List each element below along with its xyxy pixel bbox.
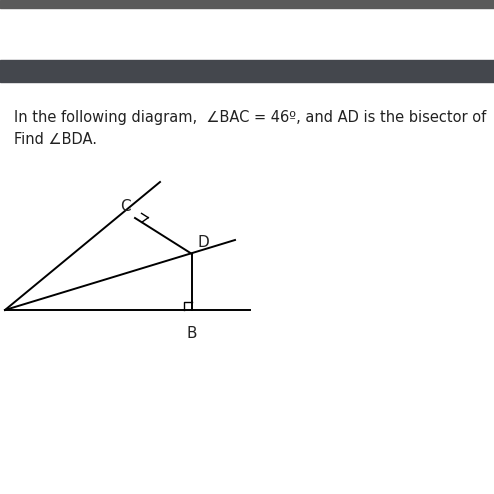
Text: Find ∠BDA.: Find ∠BDA. [14, 132, 97, 147]
Text: B: B [187, 326, 197, 341]
Bar [0, 0, 494, 8]
Text: D: D [197, 235, 209, 250]
Bar [0, 60, 494, 82]
Text: C: C [121, 199, 131, 214]
Text: In the following diagram,  ∠BAC = 46º, and AD is the bisector of  ∠BAC.: In the following diagram, ∠BAC = 46º, an… [14, 110, 494, 125]
